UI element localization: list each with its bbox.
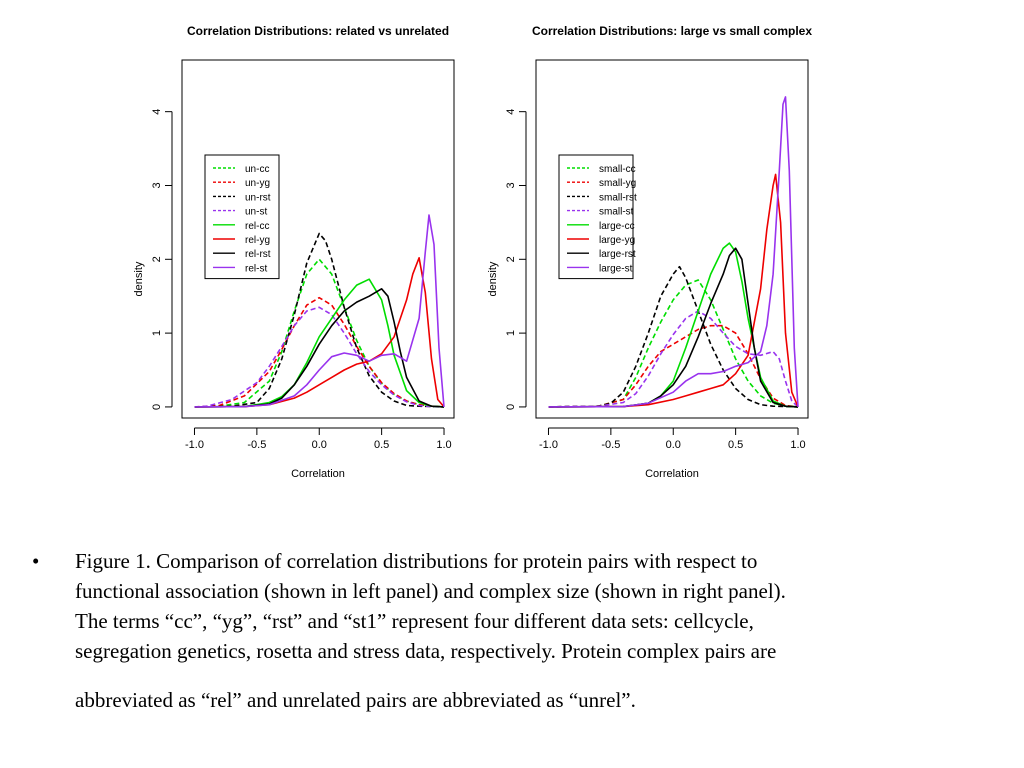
bullet-marker: • xyxy=(32,549,40,573)
series-line xyxy=(194,214,445,408)
plot-frame xyxy=(181,59,455,419)
y-tick-label: 1 xyxy=(505,330,517,336)
x-tick-label: -1.0 xyxy=(539,439,558,451)
y-axis: 0 1 2 3 4 density xyxy=(133,109,173,410)
x-axis: -1.0 -0.5 0.0 0.5 1.0 Correlation xyxy=(539,427,806,480)
legend-label: rel-cc xyxy=(245,221,269,232)
legend-label: un-rst xyxy=(245,192,271,203)
series-line xyxy=(194,278,445,408)
legend-label: un-yg xyxy=(245,178,270,189)
series-line xyxy=(548,247,799,408)
series-line xyxy=(194,296,445,408)
series-line xyxy=(194,232,445,408)
x-tick-label: 1.0 xyxy=(790,439,805,451)
x-axis-label: Correlation xyxy=(291,468,345,480)
series-line xyxy=(548,279,799,408)
x-tick-label: 0.5 xyxy=(728,439,743,451)
y-tick-label: 2 xyxy=(505,256,517,262)
y-tick-label: 3 xyxy=(505,182,517,188)
x-tick-label: 1.0 xyxy=(436,439,451,451)
series-line xyxy=(548,265,799,408)
y-tick-label: 0 xyxy=(505,404,517,410)
y-tick-label: 4 xyxy=(505,109,517,115)
chart-title: Correlation Distributions: large vs smal… xyxy=(532,24,812,38)
legend-label: rel-rst xyxy=(245,249,271,260)
plot-frame xyxy=(535,59,809,419)
y-tick-label: 0 xyxy=(151,404,163,410)
y-tick-label: 3 xyxy=(151,182,163,188)
series-line xyxy=(194,256,445,408)
series-line xyxy=(194,258,445,408)
legend-label: rel-yg xyxy=(245,235,270,246)
x-axis: -1.0 -0.5 0.0 0.5 1.0 Correlation xyxy=(185,427,452,480)
caption-text: Figure 1. Comparison of correlation dist… xyxy=(75,546,980,715)
x-tick-label: 0.0 xyxy=(666,439,681,451)
legend-label: un-cc xyxy=(245,164,269,175)
chart-panel: Correlation Distributions: related vs un… xyxy=(133,24,455,480)
x-tick-label: 0.0 xyxy=(312,439,327,451)
legend-label: small-yg xyxy=(599,178,636,189)
chart-title: Correlation Distributions: related vs un… xyxy=(187,24,449,38)
series-line xyxy=(548,324,799,408)
legend-label: large-cc xyxy=(599,221,635,232)
legend-label: large-st xyxy=(599,263,633,274)
legend-label: small-cc xyxy=(599,164,636,175)
y-tick-label: 1 xyxy=(151,330,163,336)
legend-label: small-rst xyxy=(599,192,637,203)
legend: small-cc small-yg small-rst small-st large-c… xyxy=(558,154,637,280)
caption-line: functional association (shown in left pa… xyxy=(75,579,786,603)
series-line xyxy=(548,310,799,408)
legend-label: large-yg xyxy=(599,235,635,246)
y-axis-label: density xyxy=(133,261,145,296)
x-tick-label: -0.5 xyxy=(601,439,620,451)
legend-label: small-st xyxy=(599,207,634,218)
y-axis: 0 1 2 3 4 density xyxy=(487,109,527,410)
legend-box xyxy=(558,154,634,280)
legend-label: rel-st xyxy=(245,263,267,274)
caption-line: abbreviated as “rel” and unrelated pairs… xyxy=(75,688,636,712)
x-tick-label: -1.0 xyxy=(185,439,204,451)
figure-charts: Correlation Distributions: related vs un… xyxy=(133,24,812,480)
caption-line: Figure 1. Comparison of correlation dist… xyxy=(75,549,758,573)
series-line xyxy=(548,96,799,408)
y-tick-label: 4 xyxy=(151,109,163,115)
legend-label: un-st xyxy=(245,207,267,218)
caption-line: The terms “cc”, “yg”, “rst” and “st1” re… xyxy=(75,609,754,633)
legend-label: large-rst xyxy=(599,249,636,260)
series-group xyxy=(548,96,799,408)
x-axis-label: Correlation xyxy=(645,468,699,480)
series-line xyxy=(194,287,445,408)
y-axis-label: density xyxy=(487,261,499,296)
series-group xyxy=(194,214,445,408)
series-line xyxy=(194,306,445,408)
caption-line: segregation genetics, rosetta and stress… xyxy=(75,639,777,663)
x-tick-label: 0.5 xyxy=(374,439,389,451)
legend-box xyxy=(204,154,280,280)
chart-panel: Correlation Distributions: large vs smal… xyxy=(487,24,812,480)
legend: un-cc un-yg un-rst un-st rel-cc rel-yg rel-rst… xyxy=(204,154,280,280)
x-tick-label: -0.5 xyxy=(247,439,266,451)
y-tick-label: 2 xyxy=(151,256,163,262)
